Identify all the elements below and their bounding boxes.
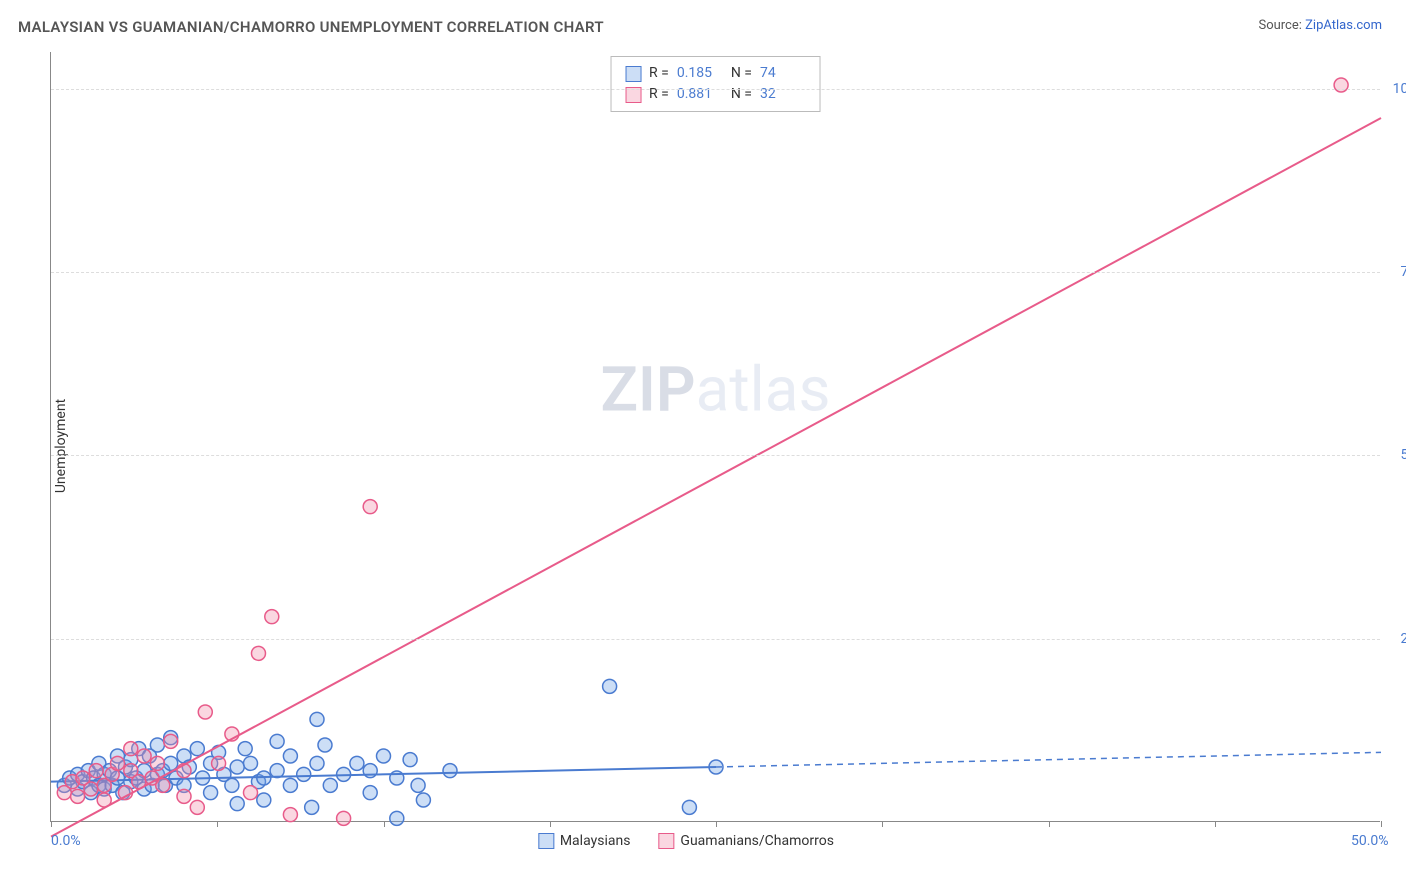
data-point-guamanians — [190, 800, 204, 814]
xtick — [217, 821, 218, 827]
regression-line-guamanians — [51, 118, 1381, 837]
xtick — [1049, 821, 1050, 827]
source-attribution: Source: ZipAtlas.com — [1258, 18, 1382, 33]
data-point-malaysians — [283, 749, 297, 763]
data-point-guamanians — [84, 782, 98, 796]
n-label-2: N = — [731, 84, 752, 105]
ytick-label: 25.0% — [1400, 631, 1406, 647]
r-value-malaysians: 0.185 — [677, 63, 723, 84]
data-point-guamanians — [124, 742, 138, 756]
gridline — [51, 272, 1380, 273]
data-point-malaysians — [390, 811, 404, 825]
data-point-malaysians — [225, 778, 239, 792]
chart-container: MALAYSIAN VS GUAMANIAN/CHAMORRO UNEMPLOY… — [0, 0, 1406, 892]
xtick — [550, 821, 551, 827]
stats-box: R = 0.185 N = 74 R = 0.881 N = 32 — [610, 56, 821, 112]
gridline — [51, 455, 1380, 456]
data-point-guamanians — [156, 778, 170, 792]
data-point-malaysians — [443, 764, 457, 778]
stats-row-guamanians: R = 0.881 N = 32 — [625, 84, 806, 105]
data-point-malaysians — [310, 712, 324, 726]
data-point-guamanians — [71, 789, 85, 803]
stats-row-malaysians: R = 0.185 N = 74 — [625, 63, 806, 84]
legend-item-guamanians: Guamanians/Chamorros — [658, 833, 834, 849]
n-label: N = — [731, 63, 752, 84]
ytick-label: 50.0% — [1400, 447, 1406, 463]
data-point-guamanians — [164, 734, 178, 748]
data-point-malaysians — [230, 797, 244, 811]
data-point-guamanians — [89, 764, 103, 778]
data-point-malaysians — [416, 793, 430, 807]
chart-title: MALAYSIAN VS GUAMANIAN/CHAMORRO UNEMPLOY… — [18, 18, 604, 36]
data-point-malaysians — [204, 786, 218, 800]
r-label-2: R = — [649, 84, 669, 105]
data-point-guamanians — [1334, 78, 1348, 92]
data-point-malaysians — [403, 753, 417, 767]
data-point-guamanians — [251, 646, 265, 660]
source-prefix: Source: — [1258, 18, 1305, 33]
data-point-malaysians — [150, 738, 164, 752]
data-point-guamanians — [137, 749, 151, 763]
xtick-label: 0.0% — [51, 833, 81, 849]
data-point-malaysians — [257, 793, 271, 807]
data-point-malaysians — [318, 738, 332, 752]
data-point-guamanians — [337, 811, 351, 825]
regression-dash-malaysians — [716, 752, 1381, 767]
data-point-malaysians — [411, 778, 425, 792]
xtick-label: 50.0% — [1351, 833, 1389, 849]
gridline — [51, 639, 1380, 640]
gridline — [51, 89, 1380, 90]
data-point-guamanians — [244, 786, 258, 800]
data-point-malaysians — [305, 800, 319, 814]
data-point-malaysians — [377, 749, 391, 763]
data-point-guamanians — [150, 756, 164, 770]
r-label: R = — [649, 63, 669, 84]
data-point-malaysians — [603, 679, 617, 693]
n-value-malaysians: 74 — [760, 63, 806, 84]
data-point-malaysians — [190, 742, 204, 756]
bottom-legend: Malaysians Guamanians/Chamorros — [538, 833, 834, 849]
data-point-guamanians — [177, 789, 191, 803]
chart-svg — [51, 52, 1380, 821]
data-point-malaysians — [283, 778, 297, 792]
data-point-malaysians — [682, 800, 696, 814]
data-point-guamanians — [198, 705, 212, 719]
data-point-malaysians — [238, 742, 252, 756]
xtick — [1381, 821, 1382, 827]
xtick — [1215, 821, 1216, 827]
data-point-malaysians — [363, 786, 377, 800]
legend-label-malaysians: Malaysians — [560, 833, 631, 849]
plot-area: ZIPatlas R = 0.185 N = 74 R = 0.881 N = … — [50, 52, 1380, 822]
data-point-guamanians — [212, 756, 226, 770]
data-point-malaysians — [244, 756, 258, 770]
legend-swatch-guamanians — [658, 833, 674, 849]
data-point-malaysians — [350, 756, 364, 770]
swatch-malaysians — [625, 66, 641, 82]
source-link[interactable]: ZipAtlas.com — [1305, 18, 1382, 33]
xtick — [51, 821, 52, 827]
data-point-malaysians — [230, 760, 244, 774]
data-point-malaysians — [270, 734, 284, 748]
legend-label-guamanians: Guamanians/Chamorros — [680, 833, 834, 849]
legend-swatch-malaysians — [538, 833, 554, 849]
data-point-malaysians — [270, 764, 284, 778]
data-point-malaysians — [297, 767, 311, 781]
xtick — [882, 821, 883, 827]
data-point-malaysians — [323, 778, 337, 792]
n-value-guamanians: 32 — [760, 84, 806, 105]
data-point-guamanians — [363, 500, 377, 514]
xtick — [384, 821, 385, 827]
data-point-guamanians — [111, 756, 125, 770]
ytick-label: 75.0% — [1400, 264, 1406, 280]
data-point-guamanians — [283, 808, 297, 822]
ytick-label: 100.0% — [1393, 81, 1406, 97]
xtick — [716, 821, 717, 827]
legend-item-malaysians: Malaysians — [538, 833, 631, 849]
data-point-guamanians — [265, 610, 279, 624]
data-point-malaysians — [310, 756, 324, 770]
r-value-guamanians: 0.881 — [677, 84, 723, 105]
